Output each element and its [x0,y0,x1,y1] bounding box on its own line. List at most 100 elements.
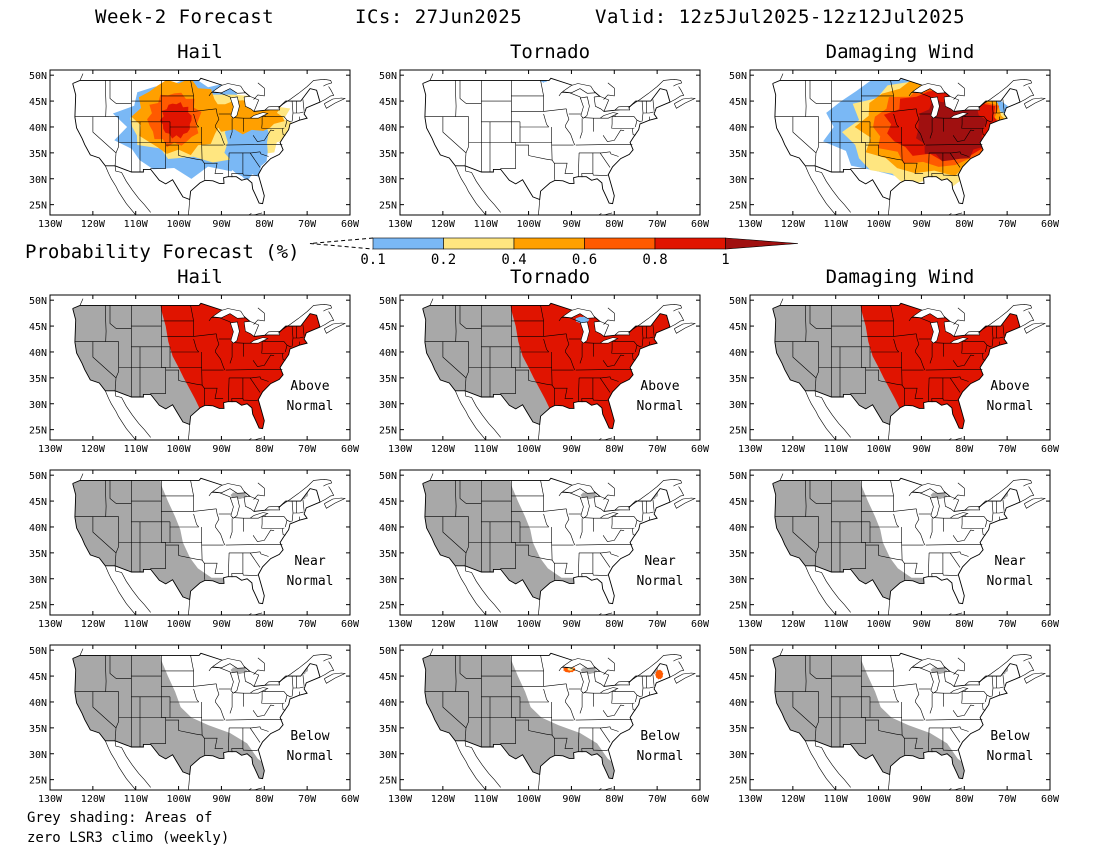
lon-label-0-2-6: 70W [998,219,1017,230]
panel-title-hail-1: Hail [177,41,223,63]
colorbar-tick-1: 0.2 [431,252,456,268]
lat-label-1-2-3: 35N [729,374,747,385]
lat-label-1-2-5: 25N [729,426,747,437]
lon-label-0-2-7: 60W [1041,219,1060,230]
lon-label-3-2-5: 80W [955,794,974,805]
map-panel-3-0 [50,645,350,790]
lon-label-2-0-4: 90W [212,619,231,630]
lon-label-0-2-2: 110W [824,219,849,230]
lon-label-1-1-0: 130W [388,444,413,455]
panel-frame-1-1 [399,294,701,441]
lat-label-2-1-4: 30N [379,575,397,586]
lat-label-1-2-1: 45N [729,322,747,333]
lon-label-3-0-4: 90W [212,794,231,805]
ann-wind-below: Below Normal [986,729,1034,764]
lon-label-1-2-5: 80W [955,444,974,455]
valid-label: Valid: 12z5Jul2025-12z12Jul2025 [595,6,966,28]
lon-label-3-1-3: 100W [517,794,542,805]
lat-label-0-2-3: 35N [729,149,747,160]
lon-label-1-2-0: 130W [738,444,763,455]
lon-label-1-2-4: 90W [912,444,931,455]
lat-label-3-1-1: 45N [379,672,397,683]
lat-label-0-0-5: 25N [29,201,47,212]
lat-label-3-2-3: 35N [729,724,747,735]
lon-label-0-0-7: 60W [341,219,360,230]
shading-1-1 [422,303,670,429]
lon-label-0-0-1: 120W [81,219,106,230]
lon-label-3-0-1: 120W [81,794,106,805]
lon-label-0-2-1: 120W [781,219,806,230]
lon-label-1-1-6: 70W [648,444,667,455]
map-panel-3-2 [750,645,1050,790]
footnote: Grey shading: Areas of zero LSR3 climo (w… [27,810,230,846]
lon-label-0-1-1: 120W [431,219,456,230]
lat-label-3-2-1: 45N [729,672,747,683]
ann-wind-above: Above Normal [986,379,1034,414]
lon-label-1-1-2: 110W [474,444,499,455]
lon-label-1-1-7: 60W [691,444,710,455]
lon-label-2-1-2: 110W [474,619,499,630]
colorbar-tick-5: 1 [721,252,729,268]
lat-label-3-1-0: 50N [379,646,397,657]
shading-1-2 [772,303,1020,429]
lat-label-3-0-3: 35N [29,724,47,735]
lat-label-1-1-4: 30N [379,400,397,411]
lat-label-1-0-0: 50N [29,296,47,307]
lon-label-0-1-7: 60W [691,219,710,230]
lon-label-0-2-0: 130W [738,219,763,230]
lon-label-2-1-4: 90W [562,619,581,630]
lat-label-1-2-4: 30N [729,400,747,411]
lon-label-1-0-5: 80W [255,444,274,455]
lon-label-3-2-1: 120W [781,794,806,805]
lon-label-2-2-3: 100W [867,619,892,630]
lat-label-2-0-0: 50N [29,471,47,482]
lon-label-1-0-1: 120W [81,444,106,455]
panel-frame-3-2 [749,644,1051,791]
lon-label-2-1-3: 100W [517,619,542,630]
lon-label-3-1-1: 120W [431,794,456,805]
lon-label-2-0-3: 100W [167,619,192,630]
lon-label-2-0-0: 130W [38,619,63,630]
colorbar-box-1 [443,237,515,250]
lat-label-2-1-0: 50N [379,471,397,482]
panel-frame-0-2 [749,69,1051,216]
lon-label-0-0-5: 80W [255,219,274,230]
lat-label-1-1-5: 25N [379,426,397,437]
lon-label-3-1-0: 130W [388,794,413,805]
lon-label-2-2-0: 130W [738,619,763,630]
map-panel-0-2 [750,70,1050,215]
lon-label-1-0-0: 130W [38,444,63,455]
lat-label-0-2-5: 25N [729,201,747,212]
lon-label-3-1-7: 60W [691,794,710,805]
lat-label-2-2-4: 30N [729,575,747,586]
map-panel-3-1 [400,645,700,790]
lon-label-3-1-5: 80W [605,794,624,805]
lat-label-2-1-1: 45N [379,497,397,508]
lat-label-0-2-4: 30N [729,175,747,186]
lon-label-0-0-4: 90W [212,219,231,230]
lat-label-0-2-0: 50N [729,71,747,82]
lat-label-3-0-2: 40N [29,698,47,709]
lat-label-3-0-4: 30N [29,750,47,761]
lat-label-1-0-2: 40N [29,348,47,359]
ann-hail-above: Above Normal [286,379,334,414]
lon-label-0-1-0: 130W [388,219,413,230]
map-panel-2-2 [750,470,1050,615]
lon-label-3-0-0: 130W [38,794,63,805]
lon-label-1-0-7: 60W [341,444,360,455]
lat-label-0-0-3: 35N [29,149,47,160]
ann-hail-near: Near Normal [286,554,334,589]
ann-tornado-below: Below Normal [636,729,684,764]
lat-label-0-0-1: 45N [29,97,47,108]
lon-label-2-2-1: 120W [781,619,806,630]
lon-label-0-1-3: 100W [517,219,542,230]
lon-label-3-0-6: 70W [298,794,317,805]
lat-label-0-1-2: 40N [379,123,397,134]
lat-label-2-2-3: 35N [729,549,747,560]
lon-label-1-2-1: 120W [781,444,806,455]
colorbar-end-arrow [725,237,799,250]
lat-label-0-1-1: 45N [379,97,397,108]
lat-label-2-2-5: 25N [729,601,747,612]
panel-title-hail-2: Hail [177,266,223,288]
